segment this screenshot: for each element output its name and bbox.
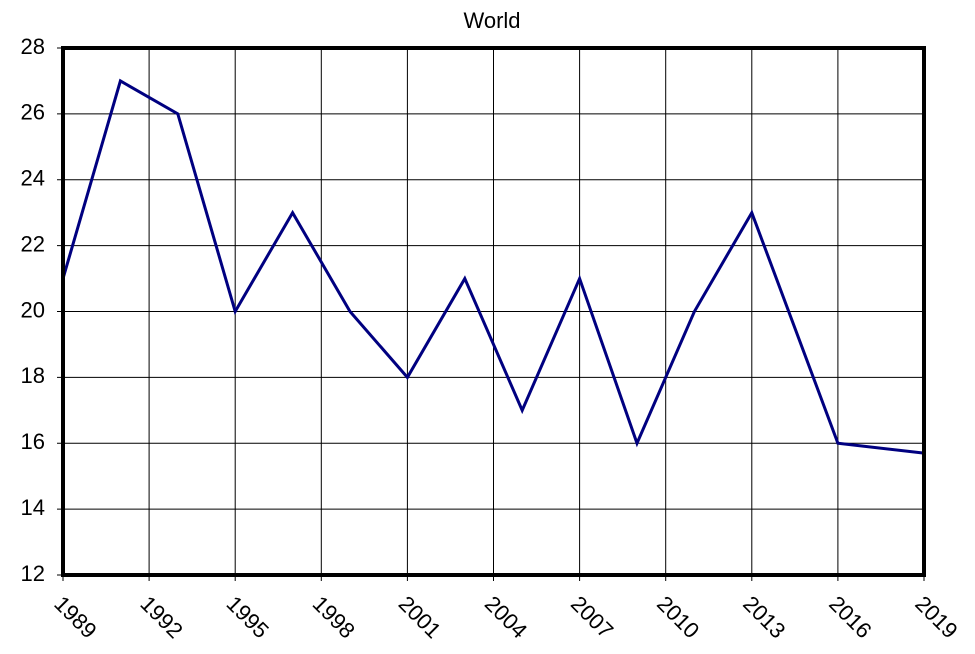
y-tick-label: 18 <box>21 363 45 388</box>
plot-border <box>61 46 926 577</box>
x-tick-label: 1995 <box>222 591 274 643</box>
x-tick-label: 2001 <box>394 591 446 643</box>
y-tick-label: 20 <box>21 297 45 322</box>
x-tick-label: 2010 <box>652 591 704 643</box>
x-tick-label: 2007 <box>566 591 618 643</box>
x-tick-label: 2019 <box>910 591 962 643</box>
x-tick-label: 2013 <box>738 591 790 643</box>
y-tick-label: 14 <box>21 495 45 520</box>
y-tick-label: 12 <box>21 561 45 586</box>
y-tick-label: 26 <box>21 100 45 125</box>
y-tick-label: 22 <box>21 231 45 256</box>
chart-title: World <box>463 8 520 33</box>
y-tick-label: 28 <box>21 34 45 59</box>
series-line <box>61 78 925 455</box>
x-tick-label: 2016 <box>824 591 876 643</box>
y-tick-label: 24 <box>21 166 45 191</box>
x-tick-label: 1989 <box>49 591 101 643</box>
x-tick-label: 1998 <box>308 591 360 643</box>
x-tick-label: 1992 <box>135 591 187 643</box>
y-tick-label: 16 <box>21 429 45 454</box>
x-tick-label: 2004 <box>480 591 532 643</box>
